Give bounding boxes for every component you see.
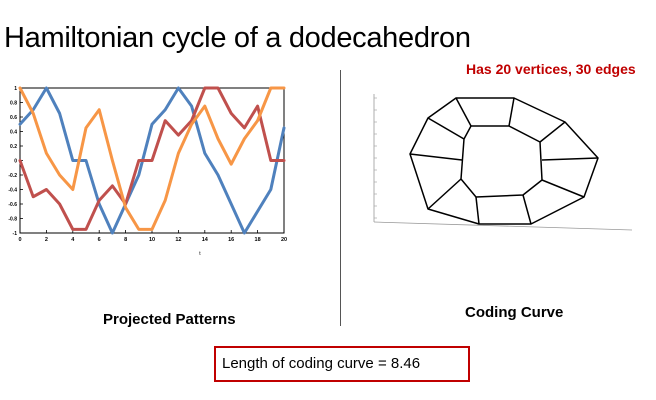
x-tick-label: 8	[124, 237, 127, 243]
y-tick-label: 0.4	[10, 130, 17, 136]
curve-axis-ticks	[374, 97, 377, 219]
y-tick-label: -0.4	[8, 188, 17, 194]
y-tick-label: -1	[13, 231, 18, 237]
coding-curve-caption: Coding Curve	[465, 304, 564, 321]
y-tick-label: 0	[14, 159, 17, 165]
series-line-2	[18, 86, 286, 231]
x-axis-label: t	[199, 251, 201, 257]
subtitle: Has 20 vertices, 30 edges	[466, 61, 636, 77]
projected-patterns-caption: Projected Patterns	[103, 311, 236, 328]
x-tick-label: 12	[175, 237, 181, 243]
series-line-1	[18, 86, 286, 235]
dodecahedron-edges	[409, 97, 599, 225]
length-box	[214, 346, 470, 382]
x-tick-label: 16	[228, 237, 234, 243]
x-tick-label: 4	[71, 237, 75, 243]
coding-curve-length: Length of coding curve = 8.46	[222, 355, 421, 372]
x-tick-label: 20	[281, 237, 287, 243]
y-tick-label: 1	[14, 86, 17, 92]
x-tick-label: 10	[149, 237, 155, 243]
x-tick-label: 18	[255, 237, 261, 243]
y-tick-label: -0.6	[8, 202, 17, 208]
outer-ring	[409, 97, 599, 225]
y-tick-label: 0.8	[10, 101, 17, 107]
x-tick-label: 2	[45, 237, 48, 243]
y-tick-label: -0.8	[8, 217, 17, 223]
curve-axis-bottom	[373, 221, 633, 231]
inner-ring	[460, 125, 543, 198]
coding-curve-figure	[373, 94, 633, 231]
series-line-3	[18, 86, 286, 231]
x-tick-label: 14	[202, 237, 209, 243]
divider	[340, 70, 341, 326]
y-tick-label: -0.2	[8, 173, 17, 179]
x-tick-label: 0	[18, 237, 21, 243]
page-title: Hamiltonian cycle of a dodecahedron	[4, 22, 471, 54]
y-tick-label: 0.2	[10, 144, 17, 150]
x-tick-label: 6	[98, 237, 101, 243]
projected-patterns-chart: 10.80.60.40.20-0.2-0.4-0.6-0.8-10 2 4 6 8 10 1…	[8, 86, 287, 257]
y-tick-label: 0.6	[10, 115, 17, 121]
